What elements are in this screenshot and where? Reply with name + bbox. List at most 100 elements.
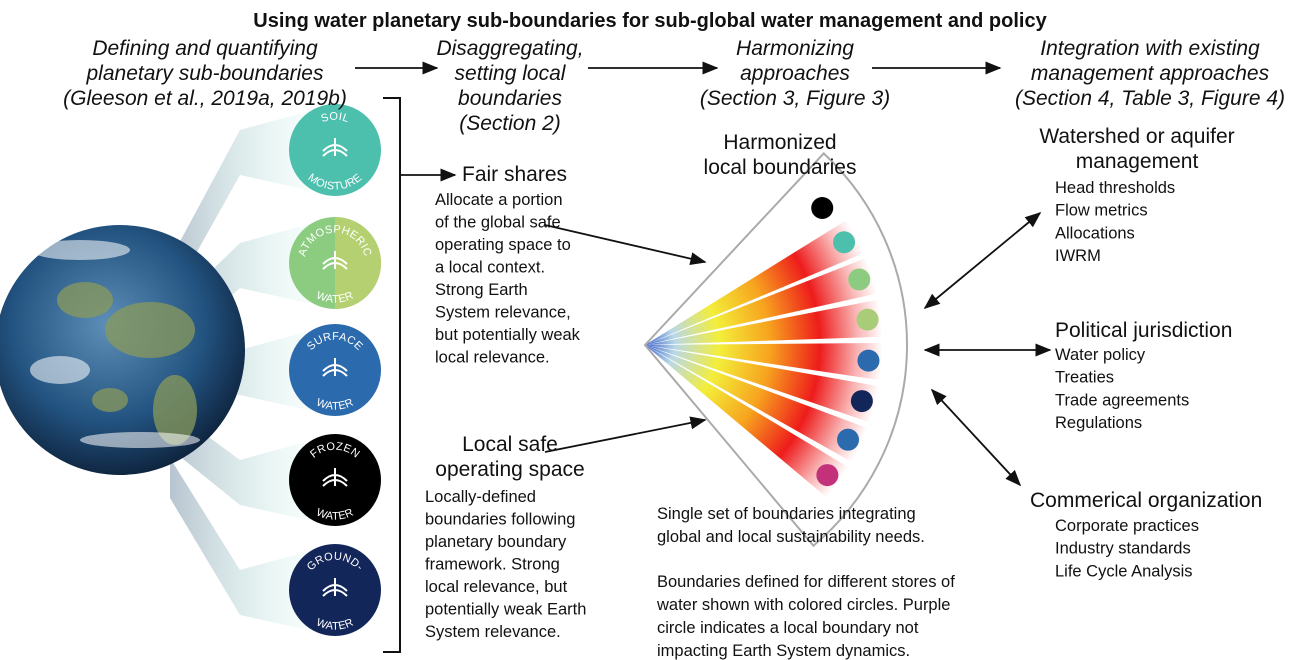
local-safe-text: Locally-defined	[425, 488, 536, 506]
store-label: WATER	[315, 289, 356, 305]
local-safe-text: System relevance.	[425, 623, 561, 641]
boundary-spoke	[645, 345, 904, 431]
harmonized-caption: Single set of boundaries integrating	[657, 505, 916, 523]
approach-heading: Watershed or aquifer	[1039, 125, 1234, 148]
boundary-dot	[837, 428, 860, 451]
approach-item: Industry standards	[1055, 540, 1191, 558]
step-text: Disaggregating,	[436, 37, 583, 60]
approach-item: Life Cycle Analysis	[1055, 562, 1193, 580]
harmonized-caption: global and local sustainability needs.	[657, 528, 925, 546]
fair-shares-text: Allocate a portion	[435, 191, 563, 209]
bracket	[383, 97, 401, 653]
store-label-path: WATER	[315, 506, 356, 522]
arrow	[930, 388, 1022, 487]
fair-shares-text: System relevance,	[435, 304, 571, 322]
title: Using water planetary sub-boundaries for…	[253, 10, 1047, 32]
boundary-dot	[811, 197, 834, 220]
local-safe-heading: Local safe	[462, 433, 558, 456]
boundary-dot	[856, 308, 879, 331]
store-icon	[322, 578, 348, 597]
boundary-dot	[850, 390, 873, 413]
fair-shares-text: of the global safe	[435, 214, 561, 232]
harmonized-heading: local boundaries	[704, 156, 857, 179]
step-text: Integration with existing	[1040, 37, 1260, 60]
fair-shares-text: a local context.	[435, 259, 545, 277]
arrow	[544, 224, 707, 266]
store-half	[335, 217, 381, 309]
fair-shares-text: local relevance.	[435, 349, 550, 367]
store-icon	[322, 251, 348, 270]
approach-item: Treaties	[1055, 369, 1114, 387]
step-text: (Section 3, Figure 3)	[700, 87, 890, 110]
fair-shares-text: but potentially weak	[435, 326, 581, 344]
step-text: setting local	[455, 62, 567, 85]
local-safe-heading: operating space	[435, 458, 584, 481]
approach-item: Allocations	[1055, 224, 1135, 242]
boundary-spoke	[645, 345, 870, 514]
harmonized-heading: Harmonized	[723, 131, 836, 154]
store-label: WATER	[315, 616, 356, 632]
decoration	[0, 61, 1052, 653]
store-label-path: FROZEN	[308, 440, 361, 460]
step-text: approaches	[740, 62, 850, 85]
boundary-dot	[857, 349, 880, 372]
store-icon	[322, 138, 348, 157]
step-text: management approaches	[1031, 62, 1270, 85]
fair-shares-text: operating space to	[435, 236, 571, 254]
store-icon	[322, 468, 348, 487]
boundary-spoke	[645, 206, 887, 345]
earth-land	[105, 302, 195, 358]
local-safe-text: planetary boundary	[425, 533, 567, 551]
approach-item: Head thresholds	[1055, 179, 1175, 197]
step-text: planetary sub-boundaries	[86, 62, 324, 85]
store-label-path: WATER	[315, 289, 356, 305]
boundary-dot	[816, 464, 839, 487]
boundary-dot	[848, 268, 871, 291]
earth-cloud	[30, 240, 130, 260]
store-label: FROZEN	[308, 440, 362, 460]
earth-land	[153, 375, 197, 445]
step-text: (Section 4, Table 3, Figure 4)	[1015, 87, 1285, 110]
store-label-path: WATER	[315, 396, 356, 412]
local-safe-text: boundaries following	[425, 511, 575, 529]
step-text: Harmonizing	[736, 37, 854, 60]
text-layer: Using water planetary sub-boundaries for…	[63, 10, 1285, 660]
boundary-spoke	[645, 345, 891, 475]
approach-item: Flow metrics	[1055, 202, 1148, 220]
approach-item: Water policy	[1055, 346, 1146, 364]
approach-heading: Political jurisdiction	[1055, 319, 1232, 342]
store-label-path: WATER	[315, 616, 356, 632]
fan-outline	[643, 151, 909, 548]
local-safe-text: framework. Strong	[425, 556, 560, 574]
harmonized-caption: circle indicates a local boundary not	[657, 619, 919, 637]
earth-cloud	[80, 432, 200, 448]
step-text: (Section 2)	[459, 112, 561, 135]
harmonized-caption: water shown with colored circles. Purple	[656, 596, 950, 614]
store-icon	[322, 358, 348, 377]
fair-shares-heading: Fair shares	[462, 163, 567, 186]
store-label: WATER	[315, 396, 356, 412]
approach-item: IWRM	[1055, 247, 1101, 265]
store-label: SOIL	[319, 111, 350, 126]
boundary-spoke	[645, 342, 907, 384]
arrow	[923, 211, 1042, 310]
step-text: boundaries	[458, 87, 562, 110]
store-label-path: SOIL	[319, 111, 350, 126]
step-text: Defining and quantifying	[92, 37, 318, 60]
local-safe-text: local relevance, but	[425, 578, 568, 596]
harmonized-caption: impacting Earth System dynamics.	[657, 642, 910, 660]
fair-shares-text: Strong Earth	[435, 281, 528, 299]
approach-heading: management	[1076, 150, 1199, 173]
arrow	[544, 416, 707, 453]
approach-heading: Commerical organization	[1030, 489, 1262, 512]
earth-cloud	[30, 356, 90, 384]
earth-land	[57, 282, 113, 318]
boundary-dot	[833, 231, 856, 254]
step-text: (Gleeson et al., 2019a, 2019b)	[63, 87, 347, 110]
store-label: WATER	[315, 506, 356, 522]
approach-item: Corporate practices	[1055, 517, 1199, 535]
earth-land	[92, 388, 128, 412]
approach-item: Trade agreements	[1055, 391, 1189, 409]
harmonized-caption: Boundaries defined for different stores …	[657, 573, 955, 591]
